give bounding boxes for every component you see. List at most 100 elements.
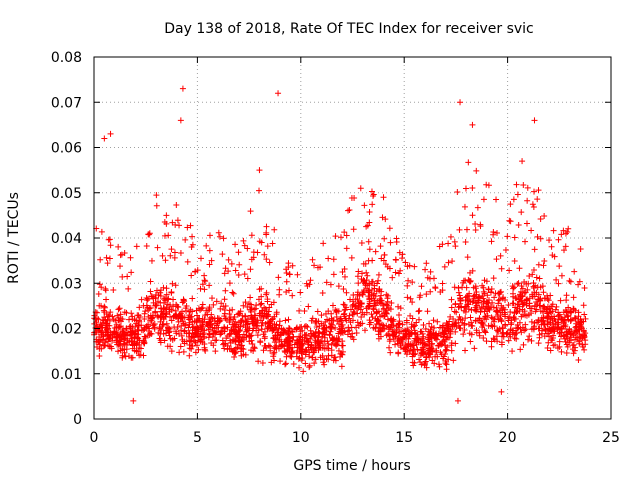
data-point xyxy=(301,337,308,344)
data-point xyxy=(314,334,321,341)
data-point xyxy=(206,232,213,239)
data-point xyxy=(563,349,570,356)
data-point xyxy=(164,301,171,308)
data-point xyxy=(457,99,464,106)
data-point xyxy=(423,291,430,298)
data-point xyxy=(328,310,335,317)
data-point xyxy=(362,260,369,267)
data-point xyxy=(490,231,497,238)
data-point xyxy=(272,344,279,351)
data-point xyxy=(168,348,175,355)
data-point xyxy=(354,310,361,317)
data-point xyxy=(302,332,309,339)
data-point xyxy=(221,313,228,320)
data-point xyxy=(402,259,409,266)
data-point xyxy=(256,312,263,319)
data-point xyxy=(374,298,381,305)
data-point xyxy=(276,318,283,325)
data-point xyxy=(454,189,461,196)
data-point xyxy=(216,317,223,324)
data-point xyxy=(542,295,549,302)
data-point xyxy=(286,335,293,342)
data-point xyxy=(148,257,155,264)
data-point xyxy=(266,325,273,332)
data-point xyxy=(219,251,226,258)
data-point xyxy=(376,321,383,328)
data-point xyxy=(522,238,529,245)
data-point xyxy=(312,356,319,363)
data-point xyxy=(93,315,100,322)
data-point xyxy=(186,352,193,359)
data-point xyxy=(480,196,487,203)
data-point xyxy=(170,303,177,310)
data-point xyxy=(298,343,305,350)
data-point xyxy=(494,308,501,315)
data-point xyxy=(404,326,411,333)
data-point xyxy=(530,267,537,274)
data-point xyxy=(452,300,459,307)
data-point xyxy=(311,332,318,339)
data-point xyxy=(372,302,379,309)
data-point xyxy=(95,339,102,346)
data-point xyxy=(445,240,452,247)
data-point xyxy=(474,204,481,211)
data-point xyxy=(472,285,479,292)
data-point xyxy=(369,257,376,264)
data-point xyxy=(447,313,454,320)
y-tick-label: 0.06 xyxy=(51,141,82,157)
data-point xyxy=(335,335,342,342)
data-point xyxy=(336,326,343,333)
data-point xyxy=(561,335,568,342)
data-point xyxy=(354,296,361,303)
data-point xyxy=(206,261,213,268)
data-point xyxy=(101,135,108,142)
data-point xyxy=(466,278,473,285)
data-point xyxy=(576,321,583,328)
data-point xyxy=(511,316,518,323)
data-point xyxy=(440,322,447,329)
data-point xyxy=(515,301,522,308)
data-point xyxy=(286,325,293,332)
data-point xyxy=(436,324,443,331)
data-point xyxy=(556,311,563,318)
data-point xyxy=(581,311,588,318)
data-point xyxy=(128,310,135,317)
data-point xyxy=(94,338,101,345)
data-point xyxy=(556,338,563,345)
data-point xyxy=(247,301,254,308)
data-point xyxy=(242,299,249,306)
data-point xyxy=(316,323,323,330)
data-point xyxy=(395,270,402,277)
data-point xyxy=(237,323,244,330)
data-point xyxy=(392,269,399,276)
data-point xyxy=(106,317,113,324)
data-point xyxy=(182,322,189,329)
data-point xyxy=(420,322,427,329)
data-point xyxy=(176,349,183,356)
data-point xyxy=(325,352,332,359)
data-point xyxy=(519,158,526,165)
data-point xyxy=(518,282,525,289)
data-point xyxy=(525,311,532,318)
data-point xyxy=(514,191,521,198)
data-point xyxy=(470,297,477,304)
data-point xyxy=(359,309,366,316)
data-point xyxy=(426,320,433,327)
data-point xyxy=(489,323,496,330)
data-point xyxy=(115,348,122,355)
data-point xyxy=(156,325,163,332)
data-point xyxy=(167,313,174,320)
data-point xyxy=(535,340,542,347)
data-point xyxy=(422,326,429,333)
data-point xyxy=(579,334,586,341)
data-point xyxy=(235,331,242,338)
data-point xyxy=(197,285,204,292)
data-point xyxy=(290,361,297,368)
data-point xyxy=(210,328,217,335)
data-point xyxy=(141,310,148,317)
data-point xyxy=(94,324,101,331)
data-point xyxy=(189,318,196,325)
data-point xyxy=(565,304,572,311)
x-tick-label: 15 xyxy=(395,430,413,446)
data-point xyxy=(441,338,448,345)
